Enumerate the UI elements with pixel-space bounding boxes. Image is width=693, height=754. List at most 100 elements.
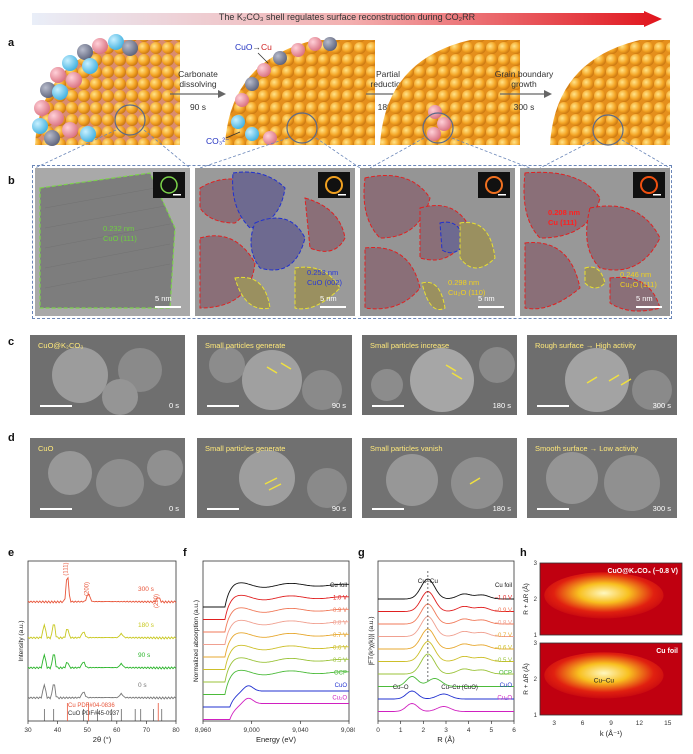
panel-label-g: g (358, 547, 365, 559)
tem1-anno2: CuO (111) (103, 234, 137, 243)
xanes-series-label: −0.6 V (329, 646, 347, 652)
exafs-series-line (378, 628, 514, 650)
sem-c-1-scalebar (207, 405, 239, 407)
tem2-anno2: CuO (002) (307, 278, 343, 287)
sem-d-1-scalebar (207, 508, 239, 510)
exafs-series-line (378, 616, 514, 637)
step-arrow-3 (500, 90, 552, 98)
xanes-series-label: −0.5 V (329, 658, 347, 664)
sem-d-2-label: Small particles vanish (370, 444, 443, 453)
tem3-scalebar (478, 306, 504, 308)
xanes-series-label: −0.9 V (329, 608, 347, 614)
exafs-series-label: −0.5 V (494, 658, 512, 664)
x-axis-label: R (Å) (437, 735, 455, 744)
xanes-series-label: OCP (334, 671, 347, 677)
tem-image-0s: 0.232 nm CuO (111) 5 nm (35, 168, 190, 316)
sem-d-1-time: 90 s (331, 504, 346, 513)
gradient-arrow-icon (32, 11, 662, 27)
sem-c-1-time: 90 s (331, 401, 346, 410)
xanes-series-label: Cu foil (330, 583, 347, 589)
sem-d-0-label: CuO (38, 444, 54, 453)
y-tick-label: 2 (534, 677, 538, 683)
x-tick-label: 3 (444, 727, 448, 734)
exafs-series-label: Cu foil (495, 583, 512, 589)
x-tick-label: 50 (84, 727, 92, 734)
sem-c-2-label: Small particles increase (370, 341, 450, 350)
x-tick-label: 0 (376, 727, 380, 734)
tem2-anno1: 0.253 nm (307, 268, 339, 277)
xanes-series-line (203, 669, 349, 695)
heatmap-title: Cu foil (656, 648, 678, 655)
plot-frame (377, 560, 515, 722)
y-tick-label: 2 (534, 597, 538, 603)
tem4-anno1: 0.208 nm (548, 208, 581, 217)
sem-d-2-scalebar (372, 508, 404, 510)
exafs-series-line (378, 578, 514, 600)
xanes-series-label: −0.7 V (329, 633, 347, 639)
xanes-chart: 8,960 9,000 9,040 9,080 Energy (eV) Normalize… (193, 560, 355, 744)
exafs-series-label: OCP (499, 671, 512, 677)
exafs-series-label: −0.8 V (494, 621, 512, 627)
step3-line2: growth (511, 79, 537, 89)
xrd-series-line (27, 683, 177, 700)
tem4-scale: 5 nm (636, 294, 653, 303)
tem-image-90s: 0.253 nm CuO (002) 5 nm (195, 168, 355, 316)
xanes-series-line (203, 632, 349, 658)
tem4-anno3: 0.246 nm (620, 270, 652, 279)
particle-90s (225, 37, 375, 145)
tem1-anno1: 0.232 nm (103, 224, 135, 233)
xrd-series-line (27, 623, 177, 640)
sem-d-0-scalebar (40, 508, 72, 510)
cuo-pointer-icon (257, 52, 269, 64)
x-tick-label: 1 (399, 727, 403, 734)
exafs-series-label: −0.6 V (494, 646, 512, 652)
xrd-peak-label: (200) (84, 582, 90, 596)
xrd-peak-label: (111) (63, 562, 69, 575)
heatmap-annotation: Cu–Cu (594, 678, 615, 685)
sem-c-2-scalebar (372, 405, 404, 407)
tem3-anno2: Cu₂O (110) (448, 288, 486, 297)
exafs-series-label: −1.0 V (494, 596, 512, 602)
exafs-series-label: −0.7 V (494, 633, 512, 639)
sem-c-3-time: 300 s (652, 401, 671, 410)
x-tick-label: 60 (113, 727, 121, 734)
heatmap-blob (544, 652, 664, 699)
x-tick-label: 3 (552, 720, 556, 727)
y-tick-label: 3 (534, 641, 538, 647)
sem-d-0: CuO 0 s (30, 438, 185, 518)
exafs-series-line (378, 676, 514, 687)
exafs-series-label: −0.9 V (494, 608, 512, 614)
heatmap-blob (544, 572, 664, 619)
exafs-annotation: Cu–Cu (418, 578, 439, 585)
page-title: The K₂CO₃ shell regulates surface recons… (218, 12, 476, 22)
xrd-series-line (27, 653, 177, 670)
step3-line1: Grain boundary (495, 69, 554, 79)
sem-d-3-label: Smooth surface → Low activity (535, 444, 638, 453)
step1-line2: dissolving (179, 79, 217, 89)
particle-180s (380, 40, 520, 145)
step2-line2: reduction (371, 79, 406, 89)
sem-c-0: CuO@K₂CO₃ 0 s (30, 335, 185, 415)
exafs-series-line (378, 653, 514, 675)
xrd-series-label: 300 s (138, 586, 155, 593)
x-tick-label: 12 (636, 720, 644, 727)
particle-300s (550, 40, 670, 146)
xanes-series-line (203, 607, 349, 633)
heatmap-title: CuO@K₂CO₃ (−0.8 V) (607, 568, 678, 575)
tem4-anno2: Cu (111) (548, 218, 577, 227)
exafs-series-line (378, 591, 514, 612)
reconstruction-schematic: Carbonate dissolving 90 s CuO→Cu CO₃²⁻ P… (32, 34, 670, 169)
x-axis-label: k (Å⁻¹) (600, 729, 623, 738)
tem4-scalebar (636, 306, 662, 308)
x-tick-label: 80 (172, 727, 180, 734)
panel-label-e: e (8, 547, 15, 559)
exafs-series-line (378, 603, 514, 625)
y-axis-label: R + ΔR (Å) (521, 663, 530, 695)
xrd-series-label: 0 s (138, 682, 147, 689)
xrd-peak-label: (220) (154, 594, 160, 608)
sem-d-3-scalebar (537, 508, 569, 510)
x-tick-label: 9,080 (341, 727, 355, 734)
xrd-series-line (27, 576, 177, 604)
xanes-series-label: Cu₂O (332, 696, 347, 702)
panel-label-h: h (520, 547, 527, 559)
